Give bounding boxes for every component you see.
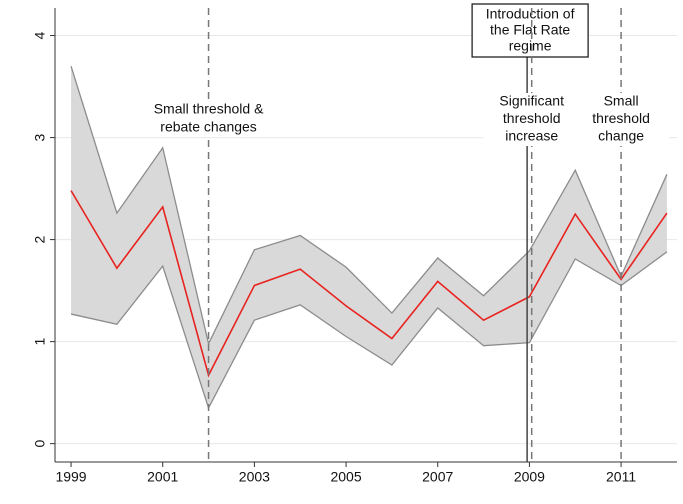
estimate-line: [70, 190, 668, 378]
annotation-text: regime: [509, 38, 552, 54]
x-tick-label: 2009: [514, 469, 545, 485]
upper-bound: [70, 65, 668, 346]
annotation-bg: [160, 101, 257, 137]
annotation-text: threshold: [503, 110, 561, 126]
annotation-text: threshold: [592, 110, 650, 126]
annotation-text: rebate changes: [160, 119, 257, 135]
confidence-band: [71, 66, 667, 408]
annotation-bg: [483, 93, 580, 146]
x-tick-label: 2011: [606, 469, 636, 485]
x-tick-label: 2007: [422, 469, 453, 485]
x-tick-label: 2001: [147, 469, 178, 485]
annotation-text: Small: [604, 93, 639, 109]
annotation-text: increase: [505, 128, 558, 144]
y-tick-label: 0: [32, 440, 48, 448]
y-tick-label: 4: [32, 31, 48, 39]
annotation-box: [471, 3, 589, 58]
annotation-bg: [573, 93, 670, 146]
annotation-text: Introduction of: [486, 6, 575, 22]
annotation-text: the Flat Rate: [490, 22, 570, 38]
y-tick-label: 1: [32, 338, 48, 346]
annotation-text: change: [598, 128, 644, 144]
y-tick-label: 2: [32, 235, 48, 243]
annotation-text: Significant: [499, 93, 564, 109]
x-tick-label: 2003: [239, 469, 270, 485]
y-tick-label: 3: [32, 133, 48, 141]
lower-bound: [70, 251, 668, 410]
annotation-text: Small threshold &: [154, 101, 264, 117]
x-tick-label: 1999: [55, 469, 86, 485]
x-tick-label: 2005: [330, 469, 361, 485]
